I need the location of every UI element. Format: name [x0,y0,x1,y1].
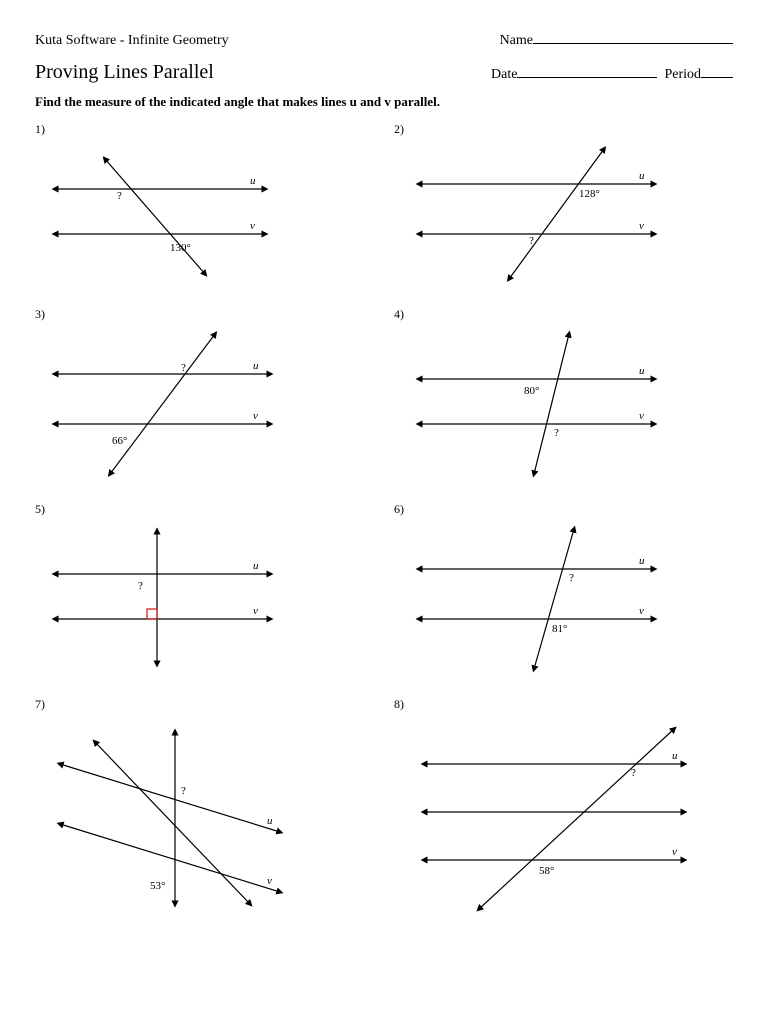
svg-text:u: u [253,560,259,572]
svg-text:128°: 128° [579,188,600,200]
svg-text:u: u [253,360,259,372]
name-field: Name [500,30,733,49]
figure-6: u v ? 81° [394,519,694,679]
figure-2: u v 128° ? [394,139,694,289]
figure-1: u v ? 130° [35,139,315,289]
software-name: Kuta Software - Infinite Geometry [35,33,229,49]
svg-text:130°: 130° [170,242,191,254]
figure-7: u v ? 53° [35,714,325,909]
problem-number: 1) [35,122,374,137]
title-row: Proving Lines Parallel Date Period [35,61,733,84]
problem-number: 6) [394,502,733,517]
svg-text:v: v [250,220,255,232]
figure-8: u v ? 58° [394,714,714,914]
worksheet-title: Proving Lines Parallel [35,61,214,84]
svg-text:80°: 80° [524,385,539,397]
svg-text:u: u [639,555,645,567]
header-row: Kuta Software - Infinite Geometry Name [35,30,733,49]
svg-text:?: ? [554,427,559,439]
figure-3: u v ? 66° [35,324,315,484]
svg-text:v: v [267,875,272,887]
svg-text:u: u [672,750,678,762]
date-period: Date Period [491,64,733,83]
svg-text:v: v [639,220,644,232]
problem-number: 2) [394,122,733,137]
svg-text:66°: 66° [112,435,127,447]
svg-text:v: v [672,846,677,858]
problem-7: 7) u v ? 53° [35,697,374,914]
problem-number: 5) [35,502,374,517]
problem-5: 5) u v ? [35,502,374,679]
svg-text:?: ? [529,235,534,247]
figure-5: u v ? [35,519,315,679]
svg-text:?: ? [138,580,143,592]
svg-text:?: ? [181,362,186,374]
problem-6: 6) u v ? 81° [394,502,733,679]
svg-text:u: u [250,175,256,187]
svg-text:v: v [639,410,644,422]
problem-number: 3) [35,307,374,322]
problem-3: 3) u v ? 66° [35,307,374,484]
problem-2: 2) u v 128° ? [394,122,733,289]
svg-text:?: ? [631,767,636,779]
svg-text:v: v [253,605,258,617]
svg-text:?: ? [569,572,574,584]
svg-text:u: u [267,815,273,827]
problem-number: 4) [394,307,733,322]
problem-number: 7) [35,697,374,712]
problem-8: 8) u v ? 58° [394,697,733,914]
problem-4: 4) u v 80° ? [394,307,733,484]
svg-text:?: ? [181,785,186,797]
instruction-text: Find the measure of the indicated angle … [35,94,733,110]
svg-text:u: u [639,170,645,182]
problem-grid: 1) u v ? 130° 2) u v 128° ? 3) [35,122,733,914]
svg-text:?: ? [117,190,122,202]
svg-text:53°: 53° [150,880,165,892]
svg-text:u: u [639,365,645,377]
figure-4: u v 80° ? [394,324,694,484]
problem-1: 1) u v ? 130° [35,122,374,289]
problem-number: 8) [394,697,733,712]
svg-text:v: v [639,605,644,617]
svg-text:v: v [253,410,258,422]
svg-text:58°: 58° [539,865,554,877]
svg-text:81°: 81° [552,623,567,635]
